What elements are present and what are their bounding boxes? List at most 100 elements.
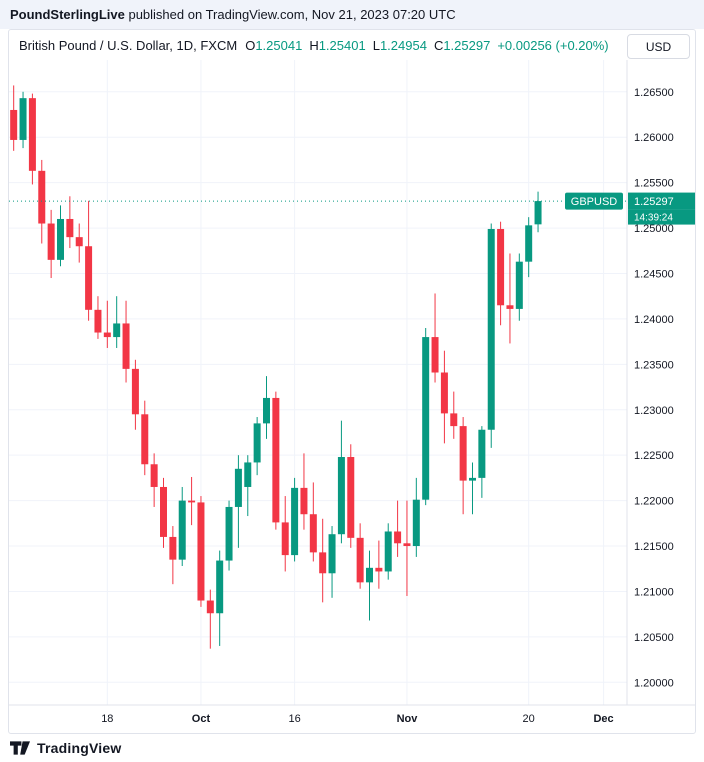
attribution-text: published on TradingView.com, Nov 21, 20… [124,7,456,22]
candle [515,253,523,321]
candle [188,476,196,526]
svg-text:1.21500: 1.21500 [634,541,674,553]
chart-header: British Pound / U.S. Dollar, 1D, FXCM O1… [9,30,695,60]
close-label: C [433,37,444,53]
candle [487,223,495,448]
low-value: L1.24954 [372,37,427,53]
candle [281,496,289,572]
candle [300,453,308,530]
high-value: H1.25401 [309,37,366,53]
chart-panel: British Pound / U.S. Dollar, 1D, FXCM O1… [8,29,696,734]
svg-text:1.22000: 1.22000 [634,496,674,508]
candle [469,462,476,515]
candle [403,500,411,596]
candle [10,85,18,151]
candle [57,205,64,267]
svg-text:Nov: Nov [397,713,419,725]
candle [525,217,533,278]
ohlc-values: O1.25041 H1.25401 L1.24954 C1.25297 +0.0… [245,38,608,53]
candle [75,223,83,263]
svg-text:Oct: Oct [192,713,211,725]
candle [384,523,392,580]
candle [160,477,167,548]
candle [206,589,214,649]
candle [19,91,27,149]
candle [450,391,458,439]
candle [150,453,158,507]
svg-text:20: 20 [523,713,535,725]
svg-text:1.26500: 1.26500 [634,87,674,99]
candle [113,296,121,348]
candle [328,526,336,598]
open-value: O1.25041 [245,37,303,53]
candle [38,159,46,244]
attribution-bar: PoundSterlingLive published on TradingVi… [0,0,704,29]
candle [356,523,364,589]
candle [291,477,299,562]
candle [506,253,514,344]
price-chart[interactable]: 1.20000 1.20500 1.21000 1.21500 1.22000 1.225… [9,60,695,733]
time-axis[interactable]: 18 Oct 16 Nov 20 Dec [101,713,613,725]
svg-text:1.23000: 1.23000 [634,405,674,417]
candle [28,93,36,185]
svg-text:14:39:24: 14:39:24 [634,213,673,224]
candle [244,455,252,517]
candle [459,417,467,515]
currency-button[interactable]: USD [627,34,690,59]
candle [178,486,186,567]
candle [375,540,383,589]
countdown-label: 14:39:24 [628,209,695,225]
candle [337,420,345,544]
svg-text:1.22500: 1.22500 [634,450,674,462]
candle [394,500,402,557]
svg-text:1.25297: 1.25297 [634,196,674,208]
svg-text:1.23500: 1.23500 [634,359,674,371]
footer-bar: TradingView [0,734,704,762]
candle [263,376,270,439]
change-value: +0.00256 (+0.20%) [497,37,609,53]
symbol-title: British Pound / U.S. Dollar, 1D, FXCM [19,37,238,53]
candle [234,455,242,548]
candle [122,300,130,383]
svg-text:1.20500: 1.20500 [634,632,674,644]
svg-text:1.20000: 1.20000 [634,677,674,689]
candle [534,191,542,233]
high-label: H [309,37,319,53]
candle [253,417,261,476]
candle [85,200,93,321]
candle [47,209,55,279]
candle [94,296,102,339]
svg-text:1.24000: 1.24000 [634,314,674,326]
symbol-price-badge: GBPUSD [565,192,623,210]
candle [131,359,139,430]
candle [478,426,486,498]
candle [103,300,111,348]
svg-text:1.25000: 1.25000 [634,223,674,235]
svg-text:1.25500: 1.25500 [634,178,674,190]
candle [169,526,177,585]
last-price-label: 1.25297 [628,192,695,210]
price-axis[interactable]: 1.20000 1.20500 1.21000 1.21500 1.22000 1.225… [634,87,674,689]
tradingview-logo-icon[interactable] [10,741,30,755]
low-label: L [372,37,380,53]
svg-text:16: 16 [288,713,300,725]
candle [225,500,233,571]
candle [440,350,448,444]
svg-text:GBPUSD: GBPUSD [571,196,618,208]
candle [412,477,420,557]
candle [141,400,149,476]
open-label: O [245,37,256,53]
candle [347,444,355,548]
candle [197,496,205,607]
candle [272,391,280,530]
candle [216,550,224,646]
svg-text:1.21000: 1.21000 [634,586,674,598]
candles [10,85,542,649]
svg-text:1.26000: 1.26000 [634,132,674,144]
svg-text:1.24500: 1.24500 [634,268,674,280]
candle [366,550,373,621]
tradingview-brand[interactable]: TradingView [37,740,122,756]
svg-text:18: 18 [101,713,113,725]
candle [66,196,74,249]
candle [497,221,505,326]
